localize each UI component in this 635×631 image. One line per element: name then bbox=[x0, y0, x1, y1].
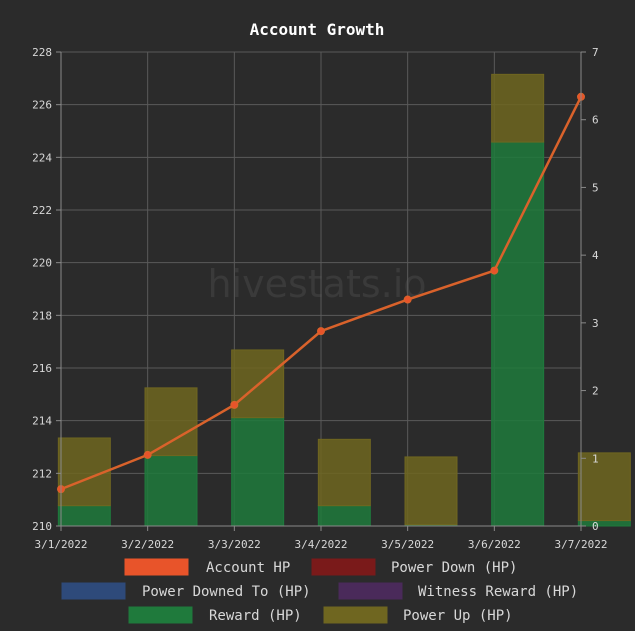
y-right-tick-label: 1 bbox=[592, 452, 599, 465]
legend-swatch-account-hp[interactable] bbox=[124, 558, 189, 576]
legend-label-power-down-hp[interactable]: Power Down (HP) bbox=[391, 560, 517, 576]
watermark: hivestats.io bbox=[207, 262, 426, 306]
legend-swatch-witness-reward-hp[interactable] bbox=[338, 582, 403, 600]
bar-reward-hp bbox=[57, 505, 111, 527]
x-tick-label: 3/5/2022 bbox=[381, 538, 434, 551]
y-left-tick-label: 212 bbox=[32, 467, 52, 480]
bar-power-up-hp bbox=[404, 456, 458, 526]
legend-label-account-hp[interactable]: Account HP bbox=[206, 560, 290, 576]
point-account-hp bbox=[317, 327, 325, 336]
y-left-tick-label: 216 bbox=[32, 362, 52, 375]
y-right-tick-label: 3 bbox=[592, 317, 599, 330]
legend-label-reward-hp[interactable]: Reward (HP) bbox=[209, 608, 302, 624]
y-left-tick-label: 224 bbox=[32, 151, 52, 164]
chart-title: Account Growth bbox=[250, 20, 385, 39]
point-account-hp bbox=[230, 400, 239, 409]
x-tick-label: 3/4/2022 bbox=[295, 538, 348, 551]
y-left-tick-label: 226 bbox=[32, 99, 52, 112]
x-tick-label: 3/6/2022 bbox=[468, 538, 521, 551]
legend-swatch-power-down-hp[interactable] bbox=[311, 558, 376, 576]
bar-power-up-hp bbox=[577, 452, 631, 522]
y-left-tick-label: 218 bbox=[32, 309, 52, 322]
point-account-hp bbox=[403, 295, 412, 304]
legend-label-power-downed-to-hp[interactable]: Power Downed To (HP) bbox=[142, 584, 311, 600]
legend-swatch-reward-hp[interactable] bbox=[128, 606, 193, 624]
point-account-hp bbox=[490, 266, 499, 275]
x-tick-label: 3/1/2022 bbox=[35, 538, 88, 551]
legend-label-witness-reward-hp[interactable]: Witness Reward (HP) bbox=[418, 584, 578, 600]
y-right-tick-label: 5 bbox=[592, 181, 599, 194]
y-left-tick-label: 222 bbox=[32, 204, 52, 217]
legend[interactable]: Account HP Power Down (HP) Power Downed To… bbox=[61, 558, 578, 624]
legend-label-power-up-hp[interactable]: Power Up (HP) bbox=[403, 608, 513, 624]
bar-reward-hp bbox=[144, 455, 198, 527]
bar-power-up-hp bbox=[491, 73, 545, 143]
y-right-tick-label: 4 bbox=[592, 249, 599, 262]
bar-reward-hp bbox=[231, 417, 285, 527]
y-right-tick-label: 0 bbox=[592, 520, 599, 533]
y-left-tick-label: 210 bbox=[32, 520, 52, 533]
y-right-tick-label: 7 bbox=[592, 46, 599, 59]
bar-reward-hp bbox=[317, 505, 371, 527]
bar-reward-hp bbox=[577, 520, 631, 527]
x-tick-label: 3/3/2022 bbox=[208, 538, 261, 551]
legend-swatch-power-up-hp[interactable] bbox=[323, 606, 388, 624]
y-right-tick-label: 6 bbox=[592, 114, 599, 127]
y-right-tick-label: 2 bbox=[592, 385, 599, 398]
x-tick-label: 3/7/2022 bbox=[555, 538, 608, 551]
x-tick-label: 3/2/2022 bbox=[121, 538, 174, 551]
bar-power-up-hp bbox=[144, 387, 198, 457]
bar-power-up-hp bbox=[317, 438, 371, 507]
legend-swatch-power-downed-to-hp[interactable] bbox=[61, 582, 126, 600]
y-left-tick-label: 220 bbox=[32, 257, 52, 270]
y-left-tick-label: 214 bbox=[32, 415, 52, 428]
bar-reward-hp bbox=[491, 141, 545, 527]
point-account-hp bbox=[143, 450, 152, 459]
axes: 210 212 214 216 218 220 222 224 226 228 0 1 2 3 4 5 6 7 3/… bbox=[32, 46, 607, 551]
y-left-tick-label: 228 bbox=[32, 46, 52, 59]
